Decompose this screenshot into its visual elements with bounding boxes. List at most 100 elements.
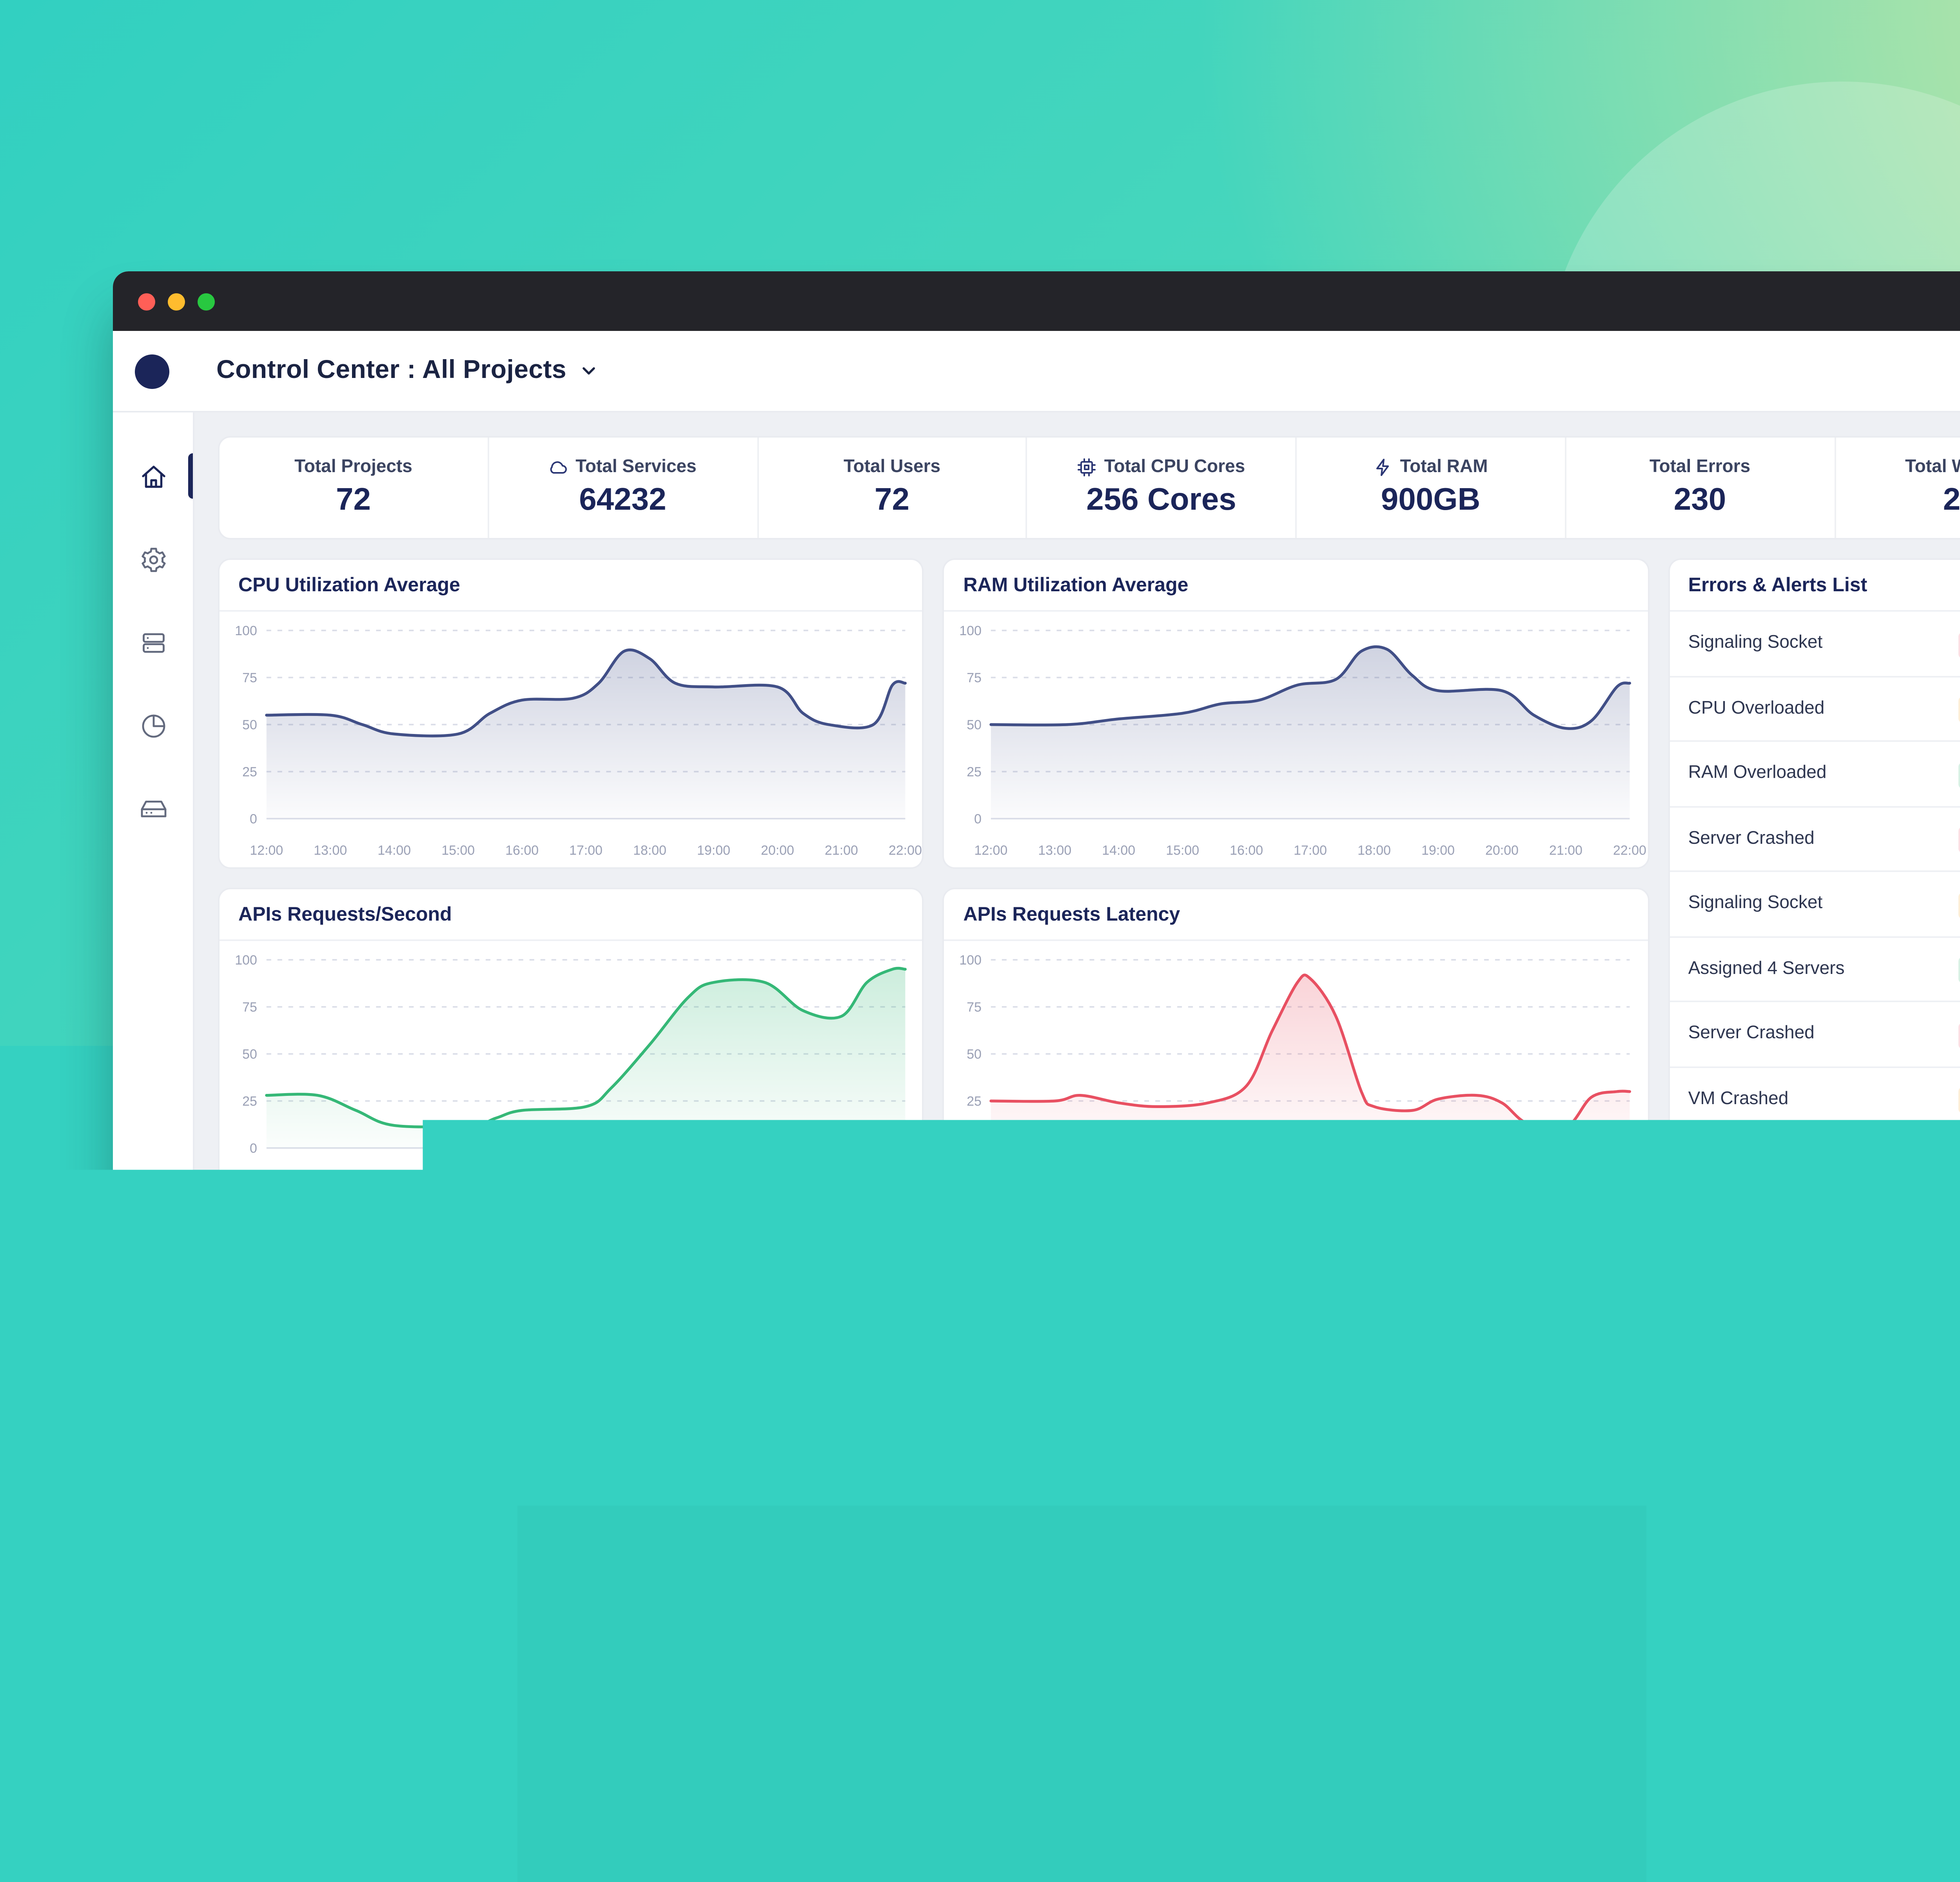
stat-total-errors: Total Errors 230 xyxy=(1564,438,1834,538)
svg-text:18:00: 18:00 xyxy=(633,843,666,858)
alert-row: Assigned 3 CPU CoresSUCCESSInspect Now xyxy=(1670,1393,1960,1459)
svg-text:18:00: 18:00 xyxy=(1358,1172,1391,1187)
heatmap-cell xyxy=(1145,1410,1221,1429)
sidebar: » xyxy=(113,412,194,1612)
stat-label: Total RAM xyxy=(1400,457,1488,476)
alert-name: Server Crashed xyxy=(1688,829,1958,848)
svg-text:25: 25 xyxy=(967,1094,982,1109)
stat-value: 64232 xyxy=(579,482,666,518)
heatmap-cell xyxy=(1063,1385,1139,1404)
heatmap-cell xyxy=(1553,1360,1628,1379)
heatmap-row-label: Afternoon xyxy=(954,1362,1057,1376)
svg-text:12:00: 12:00 xyxy=(975,843,1008,858)
svg-text:17:00: 17:00 xyxy=(1294,843,1327,858)
window-titlebar xyxy=(113,271,1960,331)
heatmap-cell xyxy=(1553,1385,1628,1404)
heatmap-cell xyxy=(1390,1360,1465,1379)
heatmap-cell xyxy=(1472,1410,1547,1429)
sidebar-collapse-button[interactable]: » xyxy=(147,1576,159,1597)
minimize-button[interactable] xyxy=(168,292,185,310)
svg-text:50: 50 xyxy=(242,718,257,732)
sidebar-item-settings[interactable] xyxy=(113,518,193,601)
alert-row: CPU OverloadedWARNINGInspect Now xyxy=(1670,677,1960,742)
status-badge: ERROR xyxy=(1958,1023,1960,1049)
svg-text:14:00: 14:00 xyxy=(1103,1172,1136,1187)
svg-text:16:00: 16:00 xyxy=(505,1172,539,1187)
alert-name: Application Restarted xyxy=(1688,1546,1958,1565)
heatmap-card: Resources Peak & Idle Time Heatmap Day Su… xyxy=(943,1217,1649,1589)
heatmap-col-label: Wednesday xyxy=(1308,1286,1384,1303)
sidebar-item-analytics[interactable] xyxy=(113,684,193,767)
alert-row: RAM OverloadedSUCCESSInspect Now xyxy=(1670,742,1960,807)
heatmap-cell xyxy=(1227,1360,1302,1379)
home-icon xyxy=(139,462,167,490)
alert-row: RAM AssignedSUCCESSInspect Now xyxy=(1670,1328,1960,1393)
heatmap-cell xyxy=(1472,1385,1547,1404)
stat-label: Total Services xyxy=(575,457,697,476)
api-latency-card: APIs Requests Latency 0 25 50 75 100 12:00 13:… xyxy=(943,888,1649,1198)
alert-name: CPU Overloaded xyxy=(1688,699,1958,718)
alert-name: Signaling Socket xyxy=(1688,895,1958,914)
cpu-chart-area: 0 25 50 75 100 12:00 13:00 14:00 15:00 16:00 17:00… xyxy=(220,612,922,867)
alert-row: Assigned 3 CPU CoresSUCCESSInspect Now xyxy=(1670,1133,1960,1198)
heatmap-row-label: Night xyxy=(954,1412,1057,1426)
ram-chart-title: RAM Utilization Average xyxy=(963,574,1188,596)
api-requests-card: APIs Requests/Second 0 25 50 75 100 12:00 13:0… xyxy=(218,888,924,1198)
charts-grid: CPU Utilization Average 0 25 50 75 100 12:00 1… xyxy=(218,558,1960,1589)
svg-text:100: 100 xyxy=(960,953,982,968)
stat-total-users: Total Users 72 xyxy=(757,438,1026,538)
stat-label: Total Users xyxy=(844,457,940,476)
sidebar-item-home[interactable] xyxy=(113,434,193,518)
heatmap-cell xyxy=(1472,1310,1547,1328)
legend-value: 700000 xyxy=(840,1380,901,1399)
heatmap-cell xyxy=(1145,1360,1221,1379)
legend-dot xyxy=(551,1463,562,1474)
alert-name: Application Crashed xyxy=(1688,1220,1958,1239)
svg-text:0: 0 xyxy=(250,812,257,827)
latency-chart-title: APIs Requests Latency xyxy=(963,903,1180,925)
svg-text:100: 100 xyxy=(960,623,982,638)
legend-label: Warnings xyxy=(574,1459,656,1478)
status-badge: WARNING xyxy=(1958,697,1960,723)
status-badge: WARNING xyxy=(1958,1088,1960,1114)
legend-row: Errors 200000 xyxy=(529,1509,922,1587)
status-badge: SUCCESS xyxy=(1958,957,1960,984)
cpu-icon xyxy=(1078,457,1096,476)
status-badge: ERROR xyxy=(1958,632,1960,658)
main-area: » Total Projects 72 Total Services 64232 Tot… xyxy=(113,412,1960,1612)
status-badge: ERROR xyxy=(1958,827,1960,854)
dashboard-selector[interactable]: Control Center : All Projects xyxy=(216,356,599,386)
rps-chart-title: APIs Requests/Second xyxy=(238,903,452,925)
alert-name: VM Crashed xyxy=(1688,1090,1958,1109)
svg-text:25: 25 xyxy=(242,765,257,779)
svg-text:20:00: 20:00 xyxy=(1486,1172,1519,1187)
zoom-button[interactable] xyxy=(198,292,215,310)
svg-text:21:00: 21:00 xyxy=(1550,843,1583,858)
sidebar-item-servers[interactable] xyxy=(113,601,193,684)
close-button[interactable] xyxy=(138,292,155,310)
desktop: Control Center : All Projects Customize … xyxy=(0,0,1960,1882)
legend-value: 1200000 xyxy=(830,1300,900,1319)
cpu-chart: 025507510012:00 13:00 14:00 15:00 16:00 17:00… xyxy=(220,612,922,867)
alert-row: Assigned 4 ServersSUCCESSInspect Now xyxy=(1670,937,1960,1003)
svg-text:100: 100 xyxy=(235,623,257,638)
svg-text:14:00: 14:00 xyxy=(1103,843,1136,858)
pie-chart-icon xyxy=(139,711,167,739)
svg-text:15:00: 15:00 xyxy=(441,1172,475,1187)
api-report-bubble-area: 60% 22% 9% 60% xyxy=(220,1270,529,1587)
chevron-down-icon xyxy=(579,361,599,381)
svg-text:17:00: 17:00 xyxy=(569,843,603,858)
stat-value: 256 Cores xyxy=(1086,482,1236,518)
heatmap-cell xyxy=(1227,1435,1302,1454)
svg-text:20:00: 20:00 xyxy=(761,1172,794,1187)
apis-report-title: APIs Report xyxy=(238,1233,350,1255)
sidebar-item-storage[interactable] xyxy=(113,767,193,850)
heatmap-legend: 0% 100% xyxy=(1406,1476,1626,1502)
heatmap-col-label: Tuesday xyxy=(1227,1286,1302,1303)
heatmap-title: Resources Peak & Idle Time Heatmap xyxy=(963,1233,1312,1255)
app-logo xyxy=(135,354,169,388)
heatmap-cell xyxy=(1308,1435,1384,1454)
legend-row: Warnings 110000 xyxy=(529,1430,922,1509)
heatmap-cell xyxy=(1472,1360,1547,1379)
status-badge: WARNING xyxy=(1958,1283,1960,1310)
